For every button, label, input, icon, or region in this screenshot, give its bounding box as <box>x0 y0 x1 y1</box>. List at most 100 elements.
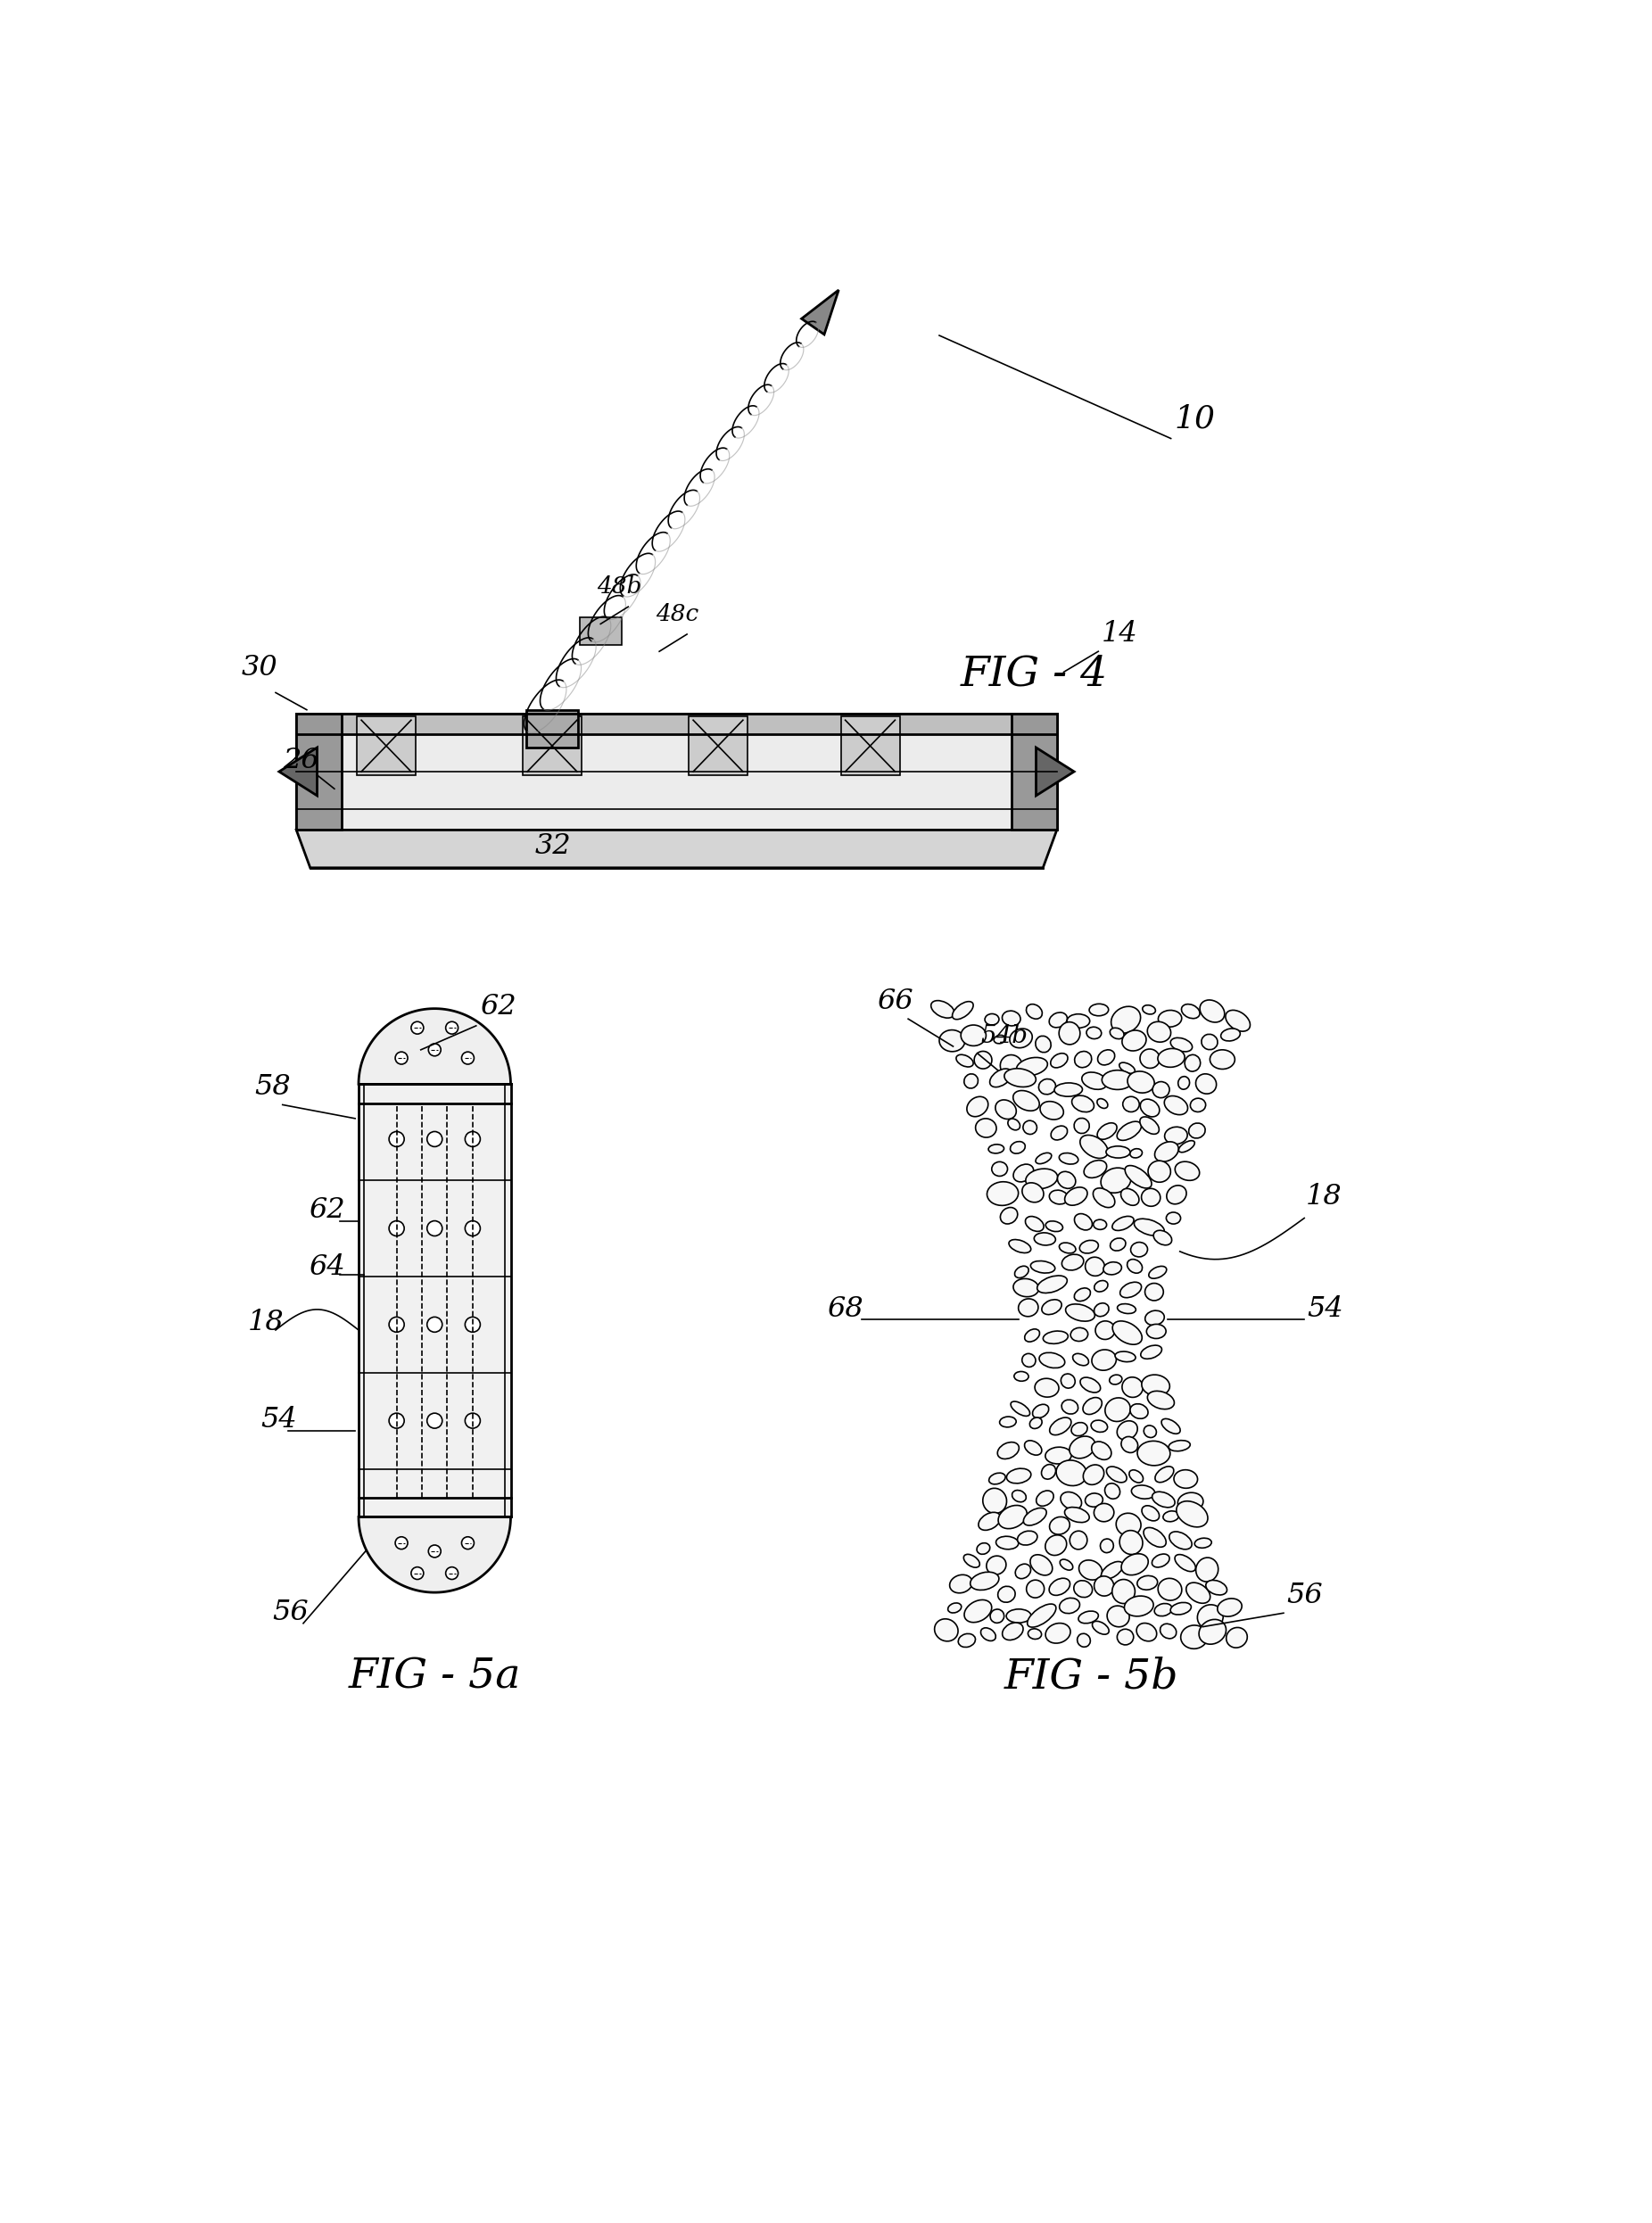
Ellipse shape <box>1153 1083 1170 1098</box>
Ellipse shape <box>1070 1327 1089 1340</box>
Ellipse shape <box>1026 1216 1044 1232</box>
Text: 48b: 48b <box>596 576 643 598</box>
Ellipse shape <box>1013 1165 1034 1183</box>
Ellipse shape <box>950 1574 973 1594</box>
Ellipse shape <box>1036 1154 1052 1165</box>
Ellipse shape <box>1094 1280 1108 1292</box>
Ellipse shape <box>1003 1011 1021 1025</box>
Bar <box>580 618 621 645</box>
Ellipse shape <box>1117 1120 1142 1140</box>
Ellipse shape <box>1130 1149 1142 1158</box>
Ellipse shape <box>1042 1332 1069 1343</box>
Ellipse shape <box>1094 1303 1108 1316</box>
Ellipse shape <box>1117 1514 1142 1536</box>
Ellipse shape <box>1095 1320 1115 1340</box>
Text: 14: 14 <box>1102 620 1138 647</box>
Ellipse shape <box>1001 1207 1018 1225</box>
Ellipse shape <box>1092 1349 1117 1369</box>
Circle shape <box>461 1051 474 1065</box>
Ellipse shape <box>1079 1240 1099 1254</box>
Ellipse shape <box>1009 1240 1031 1254</box>
Bar <box>527 709 578 747</box>
Ellipse shape <box>985 1014 999 1025</box>
Text: 64: 64 <box>309 1254 345 1280</box>
Ellipse shape <box>1160 1623 1176 1638</box>
Ellipse shape <box>1018 1298 1037 1316</box>
Ellipse shape <box>1151 1492 1175 1507</box>
Ellipse shape <box>1201 1034 1218 1049</box>
Ellipse shape <box>1132 1485 1155 1498</box>
Ellipse shape <box>1175 1554 1196 1572</box>
Ellipse shape <box>1026 1005 1042 1018</box>
Ellipse shape <box>1034 1378 1059 1396</box>
Ellipse shape <box>1028 1629 1041 1638</box>
Ellipse shape <box>1137 1623 1156 1641</box>
Ellipse shape <box>1127 1258 1142 1274</box>
Ellipse shape <box>965 1601 991 1623</box>
Ellipse shape <box>970 1572 999 1589</box>
Circle shape <box>411 1023 423 1034</box>
Ellipse shape <box>1097 1098 1108 1109</box>
Ellipse shape <box>999 1416 1016 1427</box>
Ellipse shape <box>1074 1581 1092 1598</box>
Ellipse shape <box>1082 1071 1107 1089</box>
Ellipse shape <box>1051 1054 1067 1067</box>
Ellipse shape <box>1176 1501 1208 1527</box>
Ellipse shape <box>1148 1023 1171 1043</box>
Ellipse shape <box>1028 1605 1056 1627</box>
Ellipse shape <box>1077 1634 1090 1647</box>
Ellipse shape <box>1046 1447 1072 1463</box>
Circle shape <box>428 1043 441 1056</box>
Ellipse shape <box>1097 1123 1117 1140</box>
Ellipse shape <box>1199 1618 1226 1645</box>
Circle shape <box>426 1220 443 1236</box>
Circle shape <box>388 1132 405 1147</box>
Ellipse shape <box>1084 1160 1107 1178</box>
Ellipse shape <box>1158 1009 1181 1027</box>
Text: 30: 30 <box>241 654 278 682</box>
Ellipse shape <box>1148 1160 1171 1183</box>
Ellipse shape <box>1059 1154 1079 1165</box>
Ellipse shape <box>1026 1169 1057 1189</box>
Ellipse shape <box>1034 1234 1056 1245</box>
Ellipse shape <box>1004 1069 1036 1087</box>
Ellipse shape <box>1105 1398 1130 1420</box>
Ellipse shape <box>1142 1505 1160 1521</box>
Ellipse shape <box>1056 1461 1087 1485</box>
Ellipse shape <box>1006 1469 1031 1483</box>
Ellipse shape <box>1226 1627 1247 1647</box>
Polygon shape <box>801 289 839 333</box>
Ellipse shape <box>1049 1578 1070 1596</box>
Ellipse shape <box>1061 1492 1082 1509</box>
Ellipse shape <box>1165 1096 1188 1114</box>
Ellipse shape <box>1023 1354 1036 1367</box>
Ellipse shape <box>1181 1625 1208 1649</box>
Circle shape <box>395 1536 408 1549</box>
Ellipse shape <box>1024 1329 1039 1343</box>
Ellipse shape <box>1143 1425 1156 1438</box>
Ellipse shape <box>1069 1436 1095 1458</box>
Ellipse shape <box>1072 1354 1089 1365</box>
Ellipse shape <box>1084 1398 1102 1414</box>
Ellipse shape <box>998 1587 1016 1603</box>
Ellipse shape <box>1064 1187 1087 1205</box>
Text: 62: 62 <box>309 1196 345 1225</box>
Polygon shape <box>1013 714 1057 829</box>
Ellipse shape <box>1107 1605 1130 1627</box>
Ellipse shape <box>1094 1576 1113 1596</box>
Text: FIG - 5b: FIG - 5b <box>1004 1656 1178 1698</box>
Ellipse shape <box>1041 1100 1064 1120</box>
Ellipse shape <box>1145 1312 1165 1325</box>
Ellipse shape <box>1102 1069 1133 1089</box>
Ellipse shape <box>961 1025 986 1045</box>
Ellipse shape <box>1171 1038 1193 1051</box>
Ellipse shape <box>1094 1503 1113 1523</box>
Ellipse shape <box>1079 1561 1102 1581</box>
Text: 54: 54 <box>1307 1296 1343 1323</box>
Ellipse shape <box>1140 1049 1160 1069</box>
Ellipse shape <box>1163 1512 1180 1523</box>
Ellipse shape <box>1196 1074 1216 1094</box>
Ellipse shape <box>1100 1167 1132 1194</box>
Ellipse shape <box>976 1118 996 1138</box>
Ellipse shape <box>1080 1378 1100 1392</box>
